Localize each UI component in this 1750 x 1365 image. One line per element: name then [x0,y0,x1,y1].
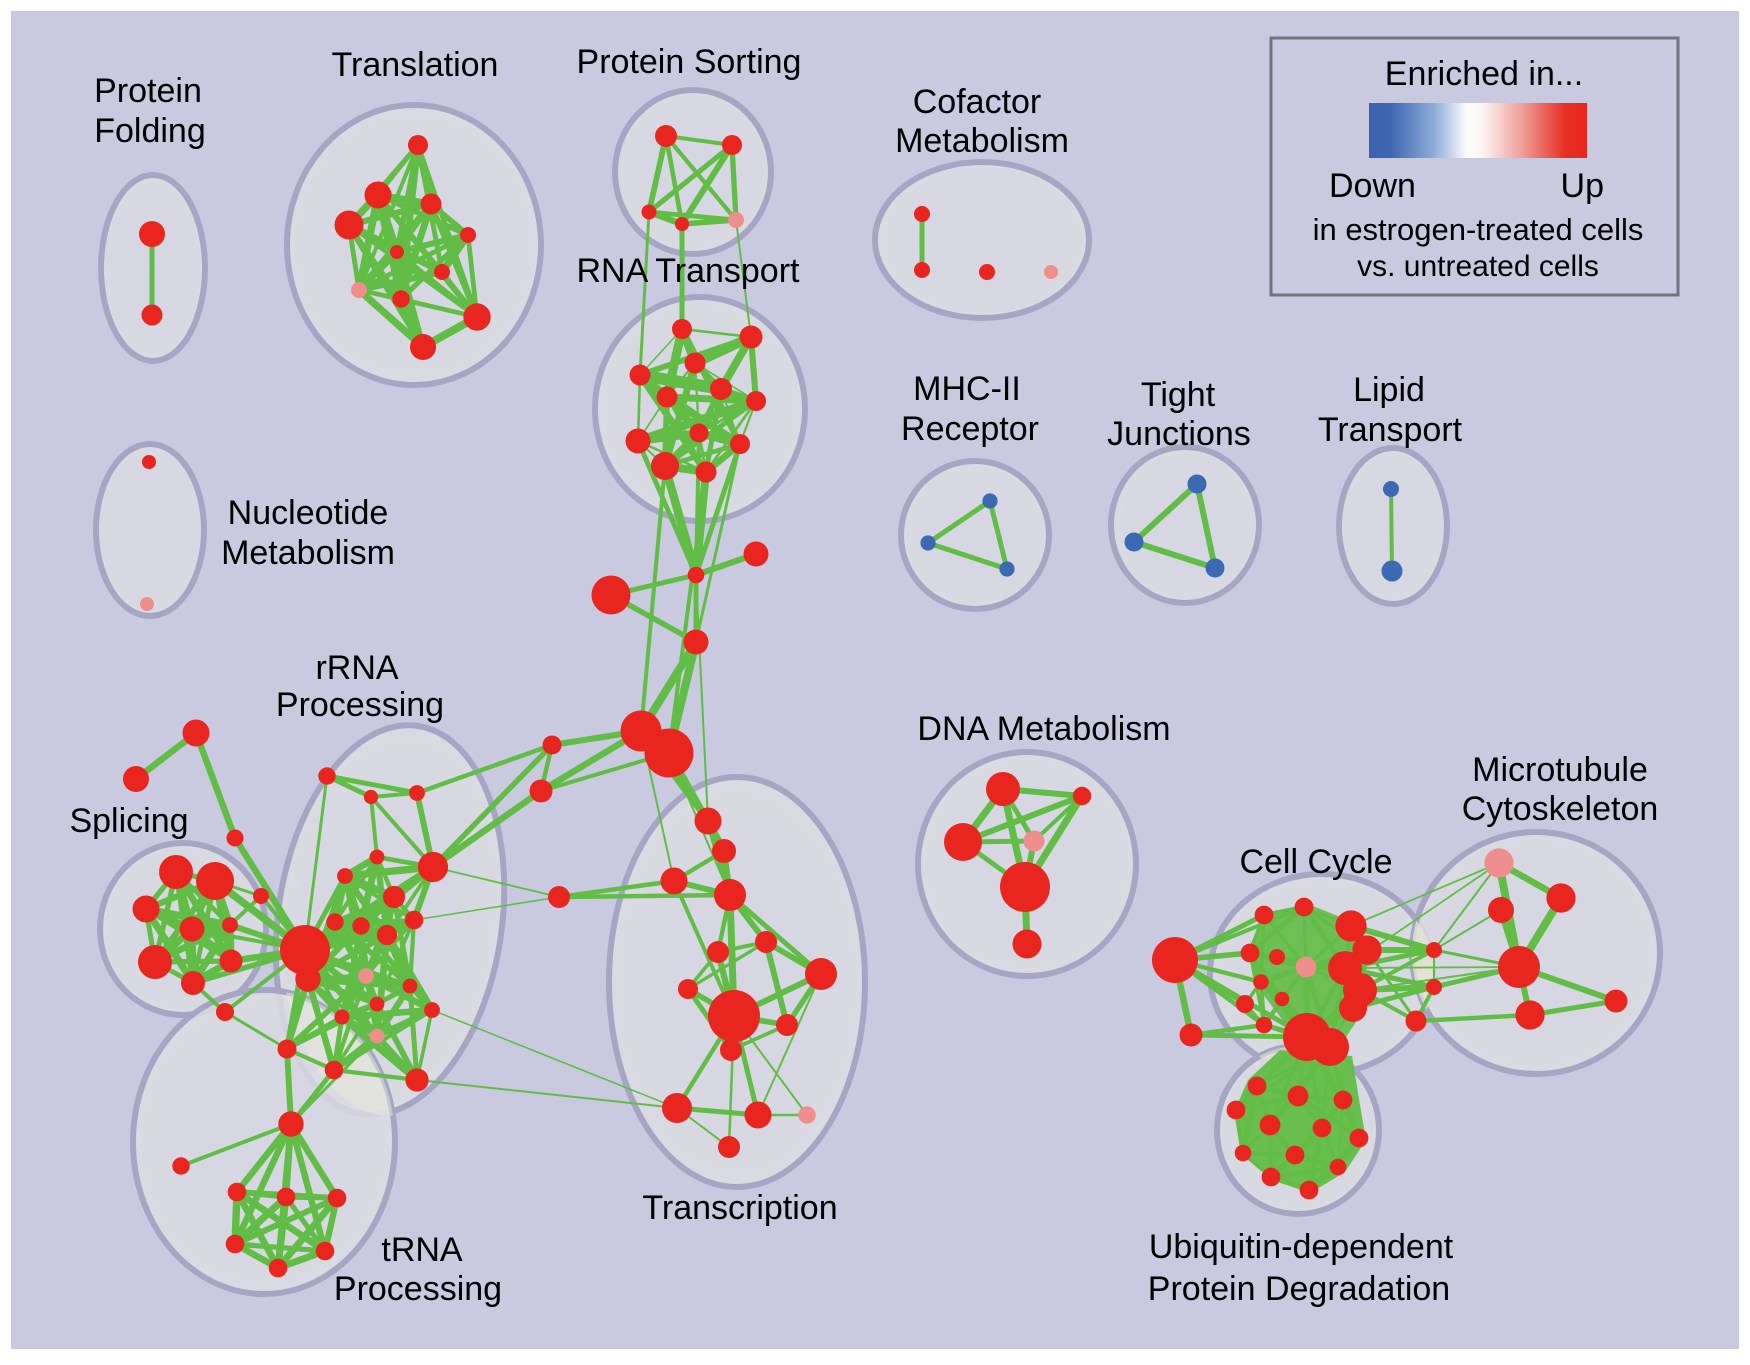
svg-text:Metabolism: Metabolism [895,122,1069,160]
svg-text:Nucleotide: Nucleotide [228,494,389,532]
svg-text:MHC-II: MHC-II [913,370,1021,408]
svg-text:Cofactor: Cofactor [913,83,1042,121]
svg-text:DNA Metabolism: DNA Metabolism [917,710,1170,748]
svg-text:rRNA: rRNA [315,649,398,687]
svg-text:Down: Down [1329,167,1416,205]
svg-text:Transcription: Transcription [642,1189,837,1227]
svg-text:Up: Up [1561,167,1604,205]
svg-text:tRNA: tRNA [381,1231,463,1269]
svg-text:Enriched in...: Enriched in... [1385,55,1583,93]
svg-text:Ubiquitin-dependent: Ubiquitin-dependent [1149,1228,1454,1266]
svg-text:Processing: Processing [276,686,444,724]
svg-text:Tight: Tight [1141,376,1216,414]
svg-text:vs. untreated cells: vs. untreated cells [1357,250,1599,283]
svg-text:Cell Cycle: Cell Cycle [1239,843,1392,881]
svg-text:Receptor: Receptor [901,410,1039,448]
svg-text:RNA Transport: RNA Transport [577,252,801,290]
svg-text:Lipid: Lipid [1353,371,1425,409]
svg-text:Cytoskeleton: Cytoskeleton [1462,790,1659,828]
svg-text:Translation: Translation [332,46,499,84]
svg-text:Protein: Protein [94,72,202,110]
svg-text:Protein Sorting: Protein Sorting [577,43,802,81]
svg-text:Processing: Processing [334,1270,502,1308]
svg-text:Protein Degradation: Protein Degradation [1148,1270,1450,1308]
svg-text:Metabolism: Metabolism [221,534,395,572]
svg-text:Splicing: Splicing [69,802,188,840]
svg-text:Microtubule: Microtubule [1472,751,1648,789]
svg-text:Transport: Transport [1318,411,1463,449]
svg-text:in estrogen-treated cells: in estrogen-treated cells [1313,212,1644,247]
svg-text:Junctions: Junctions [1107,415,1251,453]
svg-text:Folding: Folding [94,112,206,150]
